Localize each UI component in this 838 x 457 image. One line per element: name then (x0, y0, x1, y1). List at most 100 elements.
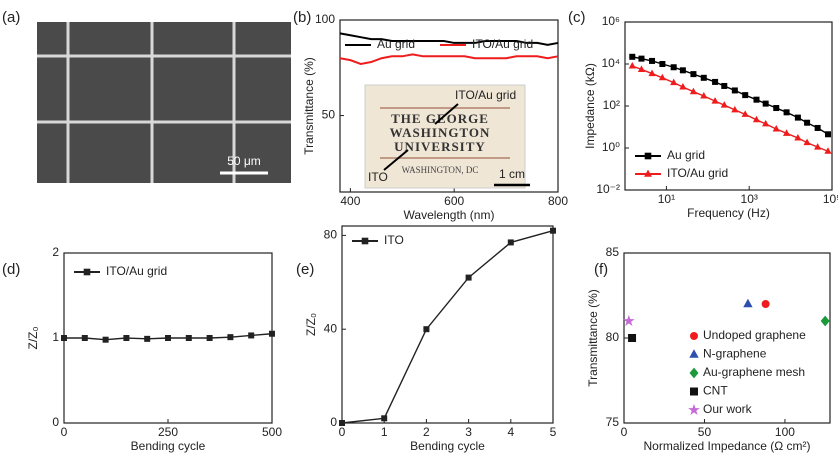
x-tick-label: 1 (381, 425, 388, 439)
x-tick-label: 250 (158, 425, 178, 439)
marker (824, 147, 832, 154)
marker (711, 97, 719, 104)
panel-label: (d) (2, 261, 20, 278)
x-axis-label: Bending cycle (410, 439, 485, 453)
x-tick-label: 400 (340, 194, 360, 208)
panel-label: (c) (568, 9, 586, 26)
y-tick-label: 10⁶ (602, 14, 620, 28)
marker (423, 326, 430, 333)
marker (804, 119, 811, 126)
legend-label: Au grid (667, 148, 705, 162)
marker (550, 227, 556, 234)
y-tick-label: 50 (322, 108, 336, 122)
marker (741, 110, 749, 117)
plot-frame (341, 225, 554, 424)
marker (227, 334, 234, 341)
legend-label: N-graphene (703, 347, 767, 361)
legend-marker (689, 349, 699, 358)
marker (61, 335, 67, 341)
x-axis-label: Frequency (Hz) (687, 206, 770, 220)
x-tick-label: 600 (444, 194, 464, 208)
marker (629, 53, 636, 60)
x-tick-label: 0 (61, 425, 68, 439)
x-tick-label: 10¹ (658, 192, 675, 206)
x-tick-label: 0 (339, 425, 346, 439)
marker (782, 129, 791, 136)
panel-label: (a) (2, 9, 20, 26)
legend-marker (690, 387, 698, 396)
series-line (339, 32, 559, 46)
panel-label: (f) (594, 261, 608, 278)
marker (762, 100, 769, 107)
marker (649, 57, 656, 64)
y-tick-label: 1 (52, 330, 59, 344)
marker (761, 300, 770, 308)
x-tick-label: 0 (621, 425, 628, 439)
marker (743, 298, 753, 308)
panel-label: (e) (296, 261, 314, 278)
marker (659, 61, 666, 67)
legend-marker (689, 367, 699, 379)
y-tick-label: 75 (606, 415, 620, 429)
marker (731, 105, 739, 113)
y-tick-label: 0 (330, 415, 337, 429)
marker (712, 78, 719, 85)
legend-marker (644, 152, 652, 160)
x-axis-label: Wavelength (nm) (404, 208, 495, 222)
legend-marker (83, 268, 91, 276)
legend-label: Au grid (377, 37, 415, 51)
y-tick-label: 0 (52, 415, 59, 429)
logo-subtext: WASHINGTON, DC (402, 165, 479, 175)
x-tick-label: 2 (423, 425, 430, 439)
marker (628, 334, 637, 342)
marker (206, 335, 213, 341)
grid-lines-image (37, 22, 291, 183)
legend-label: ITO (384, 233, 404, 247)
marker (670, 64, 677, 71)
legend-marker (361, 237, 369, 245)
x-axis-label: Normalized Impedance (Ω cm²) (643, 439, 810, 453)
marker (638, 55, 645, 62)
x-tick-label: 10³ (741, 192, 758, 206)
legend-label: Undoped graphene (703, 328, 806, 342)
series-line (339, 53, 559, 65)
x-tick-label: 800 (548, 194, 568, 208)
marker (772, 124, 780, 132)
marker (700, 91, 708, 99)
marker (185, 335, 192, 341)
marker (269, 330, 275, 337)
marker (762, 119, 770, 127)
arrow-label: ITO/Au grid (455, 88, 516, 102)
marker (144, 335, 151, 342)
x-tick-label: 3 (465, 425, 472, 439)
marker (628, 61, 636, 69)
legend-marker (688, 403, 700, 415)
marker (720, 101, 728, 108)
marker (690, 71, 697, 78)
marker (123, 335, 130, 341)
series-line (341, 230, 554, 424)
marker (689, 87, 698, 95)
marker (773, 105, 780, 112)
marker (752, 115, 761, 123)
legend-marker (644, 169, 652, 177)
x-tick-label: 10⁵ (823, 192, 838, 206)
marker (803, 138, 811, 146)
marker (622, 314, 635, 326)
arrow (383, 149, 409, 171)
marker (679, 67, 686, 74)
plot-frame (339, 19, 559, 193)
y-tick-label: 80 (606, 330, 620, 344)
y-axis-label: Transmittance (%) (586, 289, 600, 387)
marker (679, 82, 687, 90)
legend-label: ITO/Au grid (106, 264, 167, 278)
legend-label: Au-graphene mesh (703, 365, 805, 379)
y-tick-label: 2 (52, 245, 59, 259)
marker (637, 65, 646, 72)
y-axis-label: Z/Z₀ (304, 313, 318, 336)
marker (339, 420, 345, 426)
marker (814, 143, 822, 150)
y-axis-label: Impedance (kΩ) (583, 63, 597, 149)
marker (102, 336, 109, 343)
